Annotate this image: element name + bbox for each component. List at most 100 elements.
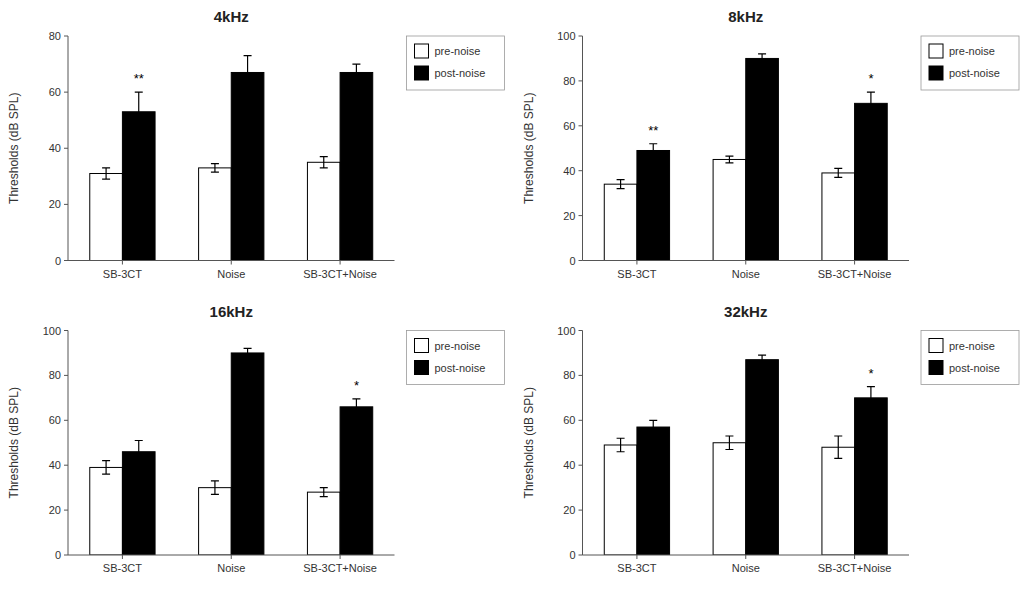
legend-label: post-noise bbox=[435, 362, 486, 374]
y-tick bbox=[579, 125, 583, 126]
y-tick-label: 80 bbox=[563, 369, 575, 381]
bar bbox=[340, 407, 373, 555]
y-tick-label: 20 bbox=[563, 210, 575, 222]
annotation: * bbox=[868, 366, 873, 381]
x-tick-label: Noise bbox=[217, 268, 245, 280]
annotation: ** bbox=[648, 123, 658, 138]
error-bar bbox=[834, 168, 842, 177]
x-tick-label: SB-3CT+Noise bbox=[818, 562, 892, 574]
bar bbox=[604, 184, 637, 260]
y-tick bbox=[64, 465, 68, 466]
error-bar bbox=[244, 348, 252, 357]
title: 4kHz bbox=[214, 8, 249, 25]
x-tick bbox=[122, 261, 123, 265]
y-tick bbox=[579, 330, 583, 331]
plot-marks bbox=[90, 348, 373, 555]
x-tick-label: SB-3CT+Noise bbox=[303, 268, 377, 280]
title: 16kHz bbox=[210, 303, 253, 320]
error-bar bbox=[617, 180, 625, 189]
y-tick-label: 40 bbox=[49, 459, 61, 471]
x-tick bbox=[745, 261, 746, 265]
y-tick-label: 60 bbox=[563, 120, 575, 132]
y-axis bbox=[68, 36, 69, 261]
error-bar bbox=[102, 168, 110, 179]
bar bbox=[231, 72, 264, 260]
legend-label: post-noise bbox=[949, 362, 1000, 374]
x-tick-label: SB-3CT+Noise bbox=[818, 268, 892, 280]
bar bbox=[307, 492, 340, 555]
x-tick bbox=[636, 261, 637, 265]
legend-swatch bbox=[929, 44, 943, 58]
y-axis bbox=[582, 331, 583, 556]
y-tick bbox=[579, 36, 583, 37]
error-bar bbox=[867, 92, 875, 114]
y-tick-label: 60 bbox=[49, 86, 61, 98]
y-tick bbox=[64, 148, 68, 149]
y-tick bbox=[64, 375, 68, 376]
x-tick bbox=[340, 555, 341, 559]
legend-label: pre-noise bbox=[949, 45, 995, 57]
bar bbox=[713, 443, 746, 555]
title: 32kHz bbox=[724, 303, 767, 320]
y-tick bbox=[579, 465, 583, 466]
legend-label: pre-noise bbox=[435, 340, 481, 352]
y-tick-label: 0 bbox=[569, 549, 575, 561]
error-bar bbox=[352, 64, 360, 81]
y-tick bbox=[64, 204, 68, 205]
y-tick-label: 20 bbox=[49, 504, 61, 516]
bar bbox=[604, 445, 637, 555]
error-bar bbox=[320, 157, 328, 168]
legend: pre-noisepost-noise bbox=[921, 331, 1019, 385]
bar bbox=[822, 173, 855, 261]
annotation: * bbox=[354, 378, 359, 393]
y-tick bbox=[64, 330, 68, 331]
x-tick bbox=[854, 261, 855, 265]
y-tick-label: 100 bbox=[43, 325, 61, 337]
bar bbox=[855, 398, 888, 555]
error-bar bbox=[725, 156, 733, 163]
legend-label: pre-noise bbox=[435, 45, 481, 57]
y-axis-label: Thresholds (dB SPL) bbox=[522, 387, 536, 498]
y-tick bbox=[64, 36, 68, 37]
legend-frame bbox=[407, 331, 505, 385]
error-bar bbox=[617, 438, 625, 451]
legend-swatch bbox=[415, 66, 429, 80]
bar bbox=[746, 58, 779, 260]
legend-frame bbox=[407, 36, 505, 90]
error-bar bbox=[649, 144, 657, 157]
plot-marks bbox=[90, 56, 373, 261]
y-tick bbox=[579, 420, 583, 421]
y-axis-label: Thresholds (dB SPL) bbox=[7, 93, 21, 204]
error-bar bbox=[758, 54, 766, 63]
error-bar bbox=[352, 399, 360, 415]
y-tick-label: 40 bbox=[563, 459, 575, 471]
y-tick bbox=[579, 375, 583, 376]
y-tick-label: 80 bbox=[563, 75, 575, 87]
x-tick bbox=[636, 555, 637, 559]
bar bbox=[637, 427, 670, 555]
legend-frame bbox=[921, 36, 1019, 90]
y-tick-label: 0 bbox=[55, 255, 61, 267]
bar bbox=[746, 360, 779, 555]
bar bbox=[199, 488, 232, 555]
error-bar bbox=[211, 164, 219, 172]
error-bar bbox=[135, 92, 143, 131]
x-tick bbox=[340, 261, 341, 265]
x-tick bbox=[122, 555, 123, 559]
y-tick-label: 20 bbox=[49, 198, 61, 210]
panel: 16kHzThresholds (dB SPL)020406080100SB-3… bbox=[7, 303, 505, 575]
bar bbox=[231, 353, 264, 555]
legend: pre-noise post-noise bbox=[407, 331, 505, 385]
legend: pre-noisepost-noise bbox=[407, 36, 505, 90]
x-tick-label: Noise bbox=[732, 562, 760, 574]
x-tick-label: Noise bbox=[217, 562, 245, 574]
bar bbox=[855, 103, 888, 260]
bar bbox=[713, 159, 746, 260]
figure: 4kHzThresholds (dB SPL)020406080SB-3CTNo… bbox=[0, 0, 1029, 589]
panel: 8kHzThresholds (dB SPL)020406080100SB-3C… bbox=[522, 8, 1020, 280]
y-tick-label: 40 bbox=[563, 165, 575, 177]
y-tick bbox=[64, 260, 68, 261]
legend-label: post-noise bbox=[949, 67, 1000, 79]
y-tick-label: 40 bbox=[49, 142, 61, 154]
y-tick-label: 60 bbox=[563, 414, 575, 426]
